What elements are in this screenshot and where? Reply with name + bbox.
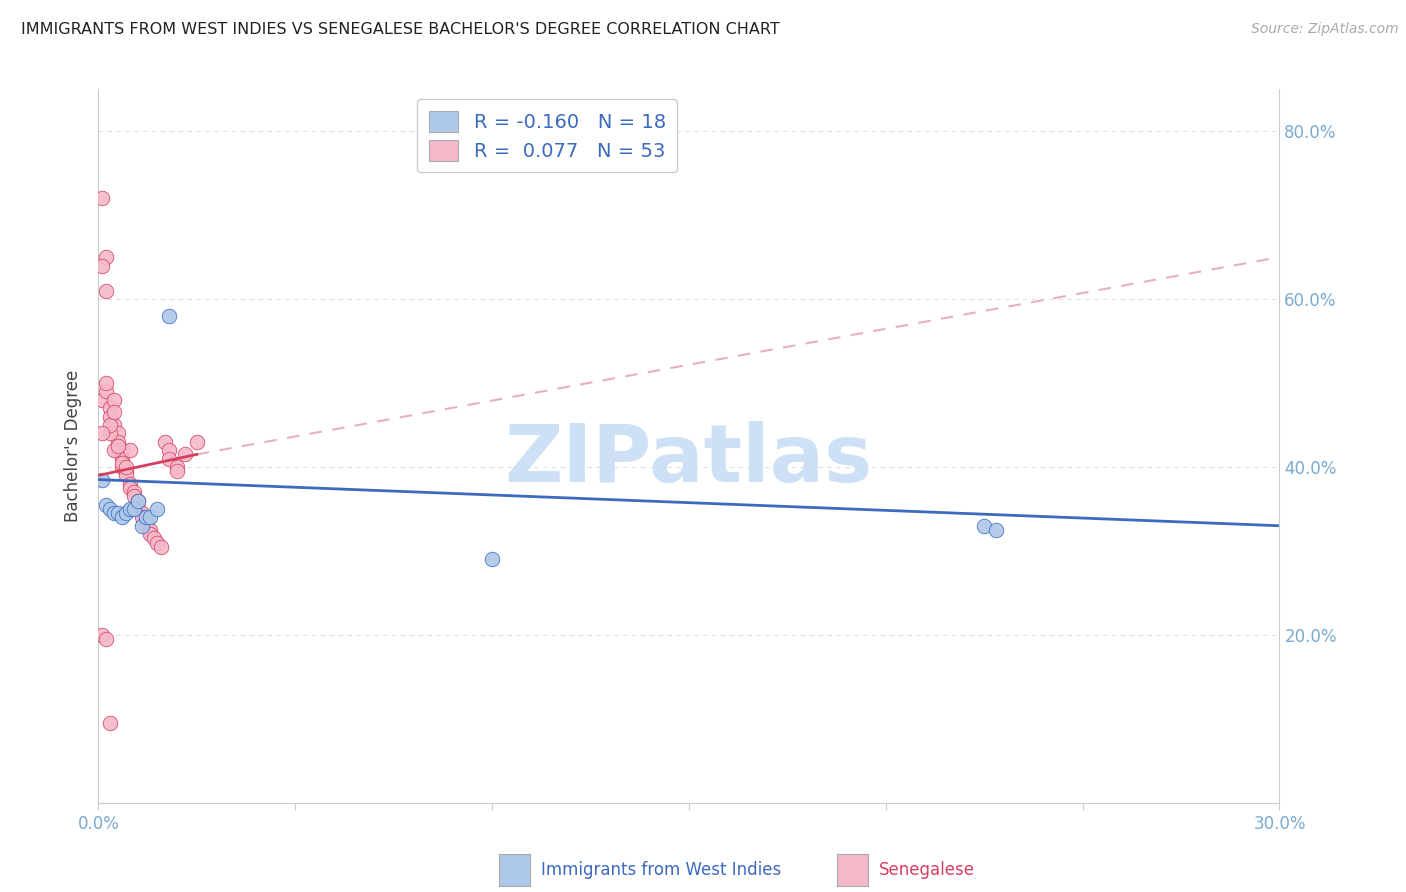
Point (107, 443, 129, 458)
Point (127, 493, 149, 508)
Point (138, 510, 160, 524)
Point (98, 502, 121, 516)
Point (91, 259, 114, 273)
Point (103, 506, 125, 520)
Point (131, 510, 153, 524)
Point (98, 401, 121, 416)
Point (118, 443, 141, 458)
Point (146, 502, 169, 516)
Legend: R = -0.160   N = 18, R =  0.077   N = 53: R = -0.160 N = 18, R = 0.077 N = 53 (418, 99, 678, 172)
Point (96, 284, 118, 298)
Point (157, 443, 180, 458)
Point (138, 527, 160, 541)
Point (91, 426, 114, 441)
Point (91, 628, 114, 642)
Point (115, 506, 138, 520)
Point (122, 485, 145, 500)
Point (111, 460, 134, 475)
Point (118, 481, 141, 495)
Point (111, 451, 134, 466)
Point (131, 506, 153, 520)
Point (157, 309, 180, 323)
Point (91, 392, 114, 407)
Text: Senegalese: Senegalese (879, 861, 974, 879)
Point (150, 540, 173, 554)
Point (111, 510, 134, 524)
Point (91, 473, 114, 487)
Point (122, 489, 145, 503)
Point (96, 376, 118, 390)
Point (107, 506, 129, 520)
Point (146, 535, 169, 549)
Point (103, 405, 125, 419)
Point (131, 518, 153, 533)
Point (973, 518, 995, 533)
Point (96, 384, 118, 399)
Point (122, 502, 145, 516)
Point (174, 447, 197, 461)
Point (166, 464, 188, 478)
Point (115, 468, 138, 483)
Point (127, 493, 149, 508)
Text: IMMIGRANTS FROM WEST INDIES VS SENEGALESE BACHELOR'S DEGREE CORRELATION CHART: IMMIGRANTS FROM WEST INDIES VS SENEGALES… (21, 22, 780, 37)
Point (166, 460, 188, 475)
Point (481, 552, 503, 566)
Point (103, 392, 125, 407)
Text: Immigrants from West Indies: Immigrants from West Indies (541, 861, 782, 879)
Point (98, 716, 121, 731)
Point (127, 502, 149, 516)
Text: ZIPatlas: ZIPatlas (505, 421, 873, 500)
Point (111, 443, 134, 458)
Point (107, 434, 129, 449)
Point (96, 498, 118, 512)
Point (103, 417, 125, 432)
Y-axis label: Bachelor's Degree: Bachelor's Degree (65, 370, 83, 522)
Point (135, 510, 157, 524)
Point (111, 456, 134, 470)
Point (96, 250, 118, 264)
Point (107, 426, 129, 441)
Point (98, 426, 121, 441)
Point (984, 523, 1007, 537)
Point (98, 409, 121, 424)
Point (135, 515, 157, 529)
Point (115, 460, 138, 475)
Point (157, 451, 180, 466)
Point (107, 439, 129, 453)
Point (91, 191, 114, 205)
Point (115, 464, 138, 478)
Point (142, 532, 165, 546)
Point (118, 502, 141, 516)
Point (96, 632, 118, 646)
Point (103, 443, 125, 458)
Point (118, 476, 141, 491)
Point (135, 518, 157, 533)
Point (155, 434, 177, 449)
Point (98, 417, 121, 432)
Point (138, 523, 160, 537)
Point (186, 434, 208, 449)
Text: Source: ZipAtlas.com: Source: ZipAtlas.com (1251, 22, 1399, 37)
